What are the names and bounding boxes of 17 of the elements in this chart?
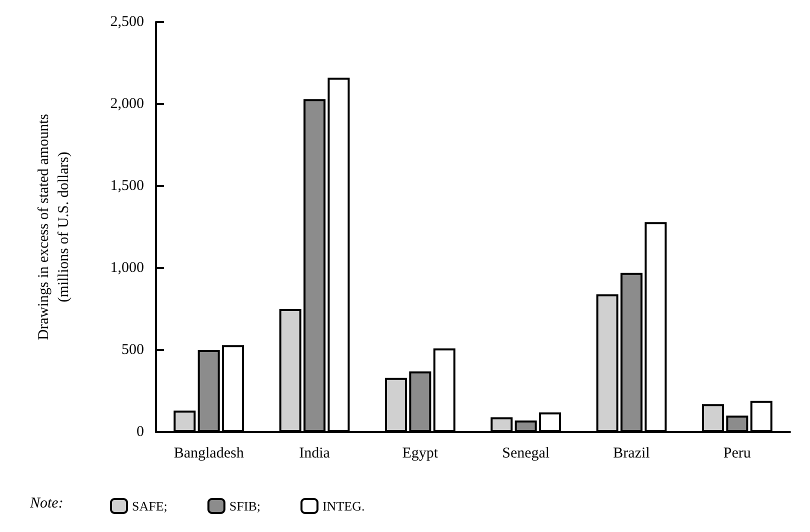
y-tick-label: 500 — [122, 342, 144, 358]
y-tick-label: 2,000 — [110, 96, 144, 112]
y-axis-title: Drawings in excess of stated amounts (millions of U.S. dollars) — [36, 114, 72, 340]
y-tick-label: 1,500 — [110, 178, 144, 194]
x-tick-label: India — [299, 446, 330, 462]
text: Note: — [29, 496, 64, 512]
legend-label: SAFE; — [132, 498, 168, 514]
x-tick-label: Peru — [723, 446, 752, 462]
x-tick-label: Egypt — [402, 446, 439, 462]
y-tick-label: 0 — [136, 424, 144, 440]
legend-label: INTEG. — [322, 498, 365, 514]
y-tick-label: 1,000 — [110, 260, 144, 276]
x-tick-label: Senegal — [502, 446, 550, 462]
legend-label: SFIB; — [229, 498, 260, 514]
x-tick-label: Brazil — [613, 446, 650, 462]
y-tick-label: 2,500 — [110, 14, 144, 30]
x-tick-label: Bangladesh — [174, 446, 244, 462]
